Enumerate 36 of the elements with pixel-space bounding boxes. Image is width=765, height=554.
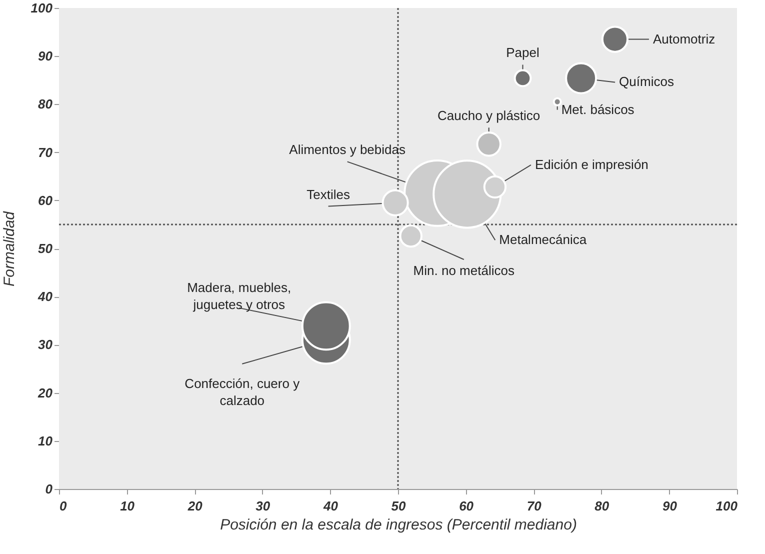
y-tick-label: 90: [38, 48, 54, 64]
x-tick-label: 60: [459, 498, 474, 514]
annotation: Caucho y plástico: [438, 108, 540, 124]
annotation: Alimentos y bebidas: [289, 142, 406, 158]
y-tick-label: 100: [30, 0, 54, 16]
x-tick-label: 0: [60, 498, 68, 514]
annotation: Confección, cuero y calzado: [184, 376, 300, 408]
annotation: Madera, muebles, juguetes y otros: [187, 280, 292, 312]
y-tick-label: 60: [38, 192, 54, 208]
x-tick-label: 100: [716, 498, 738, 514]
x-tick-label: 70: [526, 498, 542, 514]
x-tick-label: 50: [391, 498, 406, 514]
x-tick-label: 80: [594, 498, 610, 514]
annotation: Papel: [506, 45, 540, 60]
annotation: Metalmecánica: [499, 232, 588, 248]
annotation: Automotriz: [652, 31, 716, 46]
x-tick-label: 30: [256, 498, 271, 514]
x-tick-label: 90: [662, 498, 678, 514]
y-tick-label: 70: [38, 144, 54, 160]
annotation: Químicos: [619, 74, 674, 90]
x-axis-title: Posición en la escala de ingresos (Percentil mediano): [220, 516, 577, 534]
annotation: Met. básicos: [561, 102, 635, 117]
y-tick-label: 0: [45, 482, 54, 496]
x-tick-label: 20: [186, 498, 204, 514]
annotation: Textiles: [306, 186, 350, 202]
y-tick-label: 40: [37, 289, 54, 304]
x-tick-label: 40: [322, 498, 339, 514]
annotation: Min. no metálicos: [413, 262, 515, 278]
y-tick-label: 80: [38, 96, 54, 112]
y-axis-title: Formalidad: [0, 210, 18, 287]
annotation: Edición e impresión: [534, 156, 648, 172]
y-tick-label: 50: [38, 241, 54, 256]
x-tick-label: 10: [120, 498, 136, 514]
y-tick-label: 30: [38, 337, 54, 352]
y-tick-label: 10: [38, 433, 54, 448]
y-tick-label: 20: [37, 385, 54, 400]
